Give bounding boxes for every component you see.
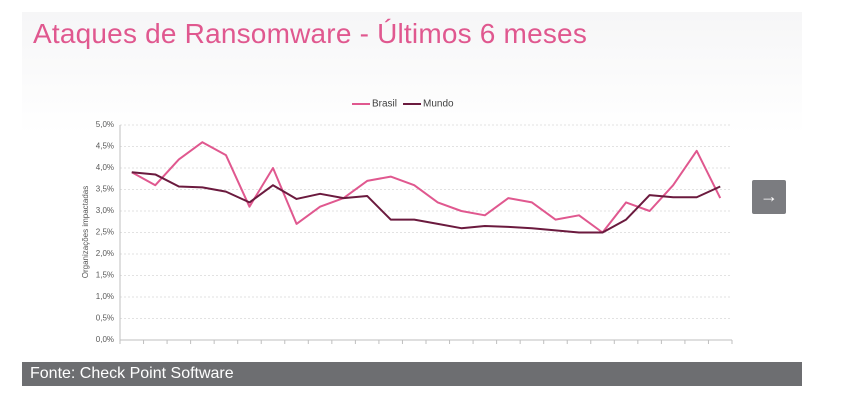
y-tick-label: 1,0% xyxy=(96,292,114,301)
y-tick-label: 4,5% xyxy=(96,142,114,151)
legend-label: Mundo xyxy=(423,99,454,110)
source: Fonte: Check Point Software xyxy=(22,362,802,386)
y-tick-label: 5,0% xyxy=(96,120,114,129)
legend-label: Brasil xyxy=(372,99,397,110)
y-tick-label: 2,5% xyxy=(96,228,114,237)
next-button[interactable]: → xyxy=(752,180,786,214)
line xyxy=(131,171,721,234)
y-tick-label: 3,5% xyxy=(96,185,114,194)
y-tick-label: 1,5% xyxy=(96,271,114,280)
y-tick-label: 0,5% xyxy=(96,314,114,323)
y-axis-title: Organizações impactadas xyxy=(81,186,90,279)
y-tick-label: 0,0% xyxy=(96,335,114,344)
y-tick-label: 4,0% xyxy=(96,163,114,172)
title: Ataques de Ransomware - Últimos 6 meses xyxy=(33,18,588,49)
y-tick-label: 2,0% xyxy=(96,249,114,258)
line xyxy=(131,141,722,234)
y-tick-label: 3,0% xyxy=(96,206,114,215)
